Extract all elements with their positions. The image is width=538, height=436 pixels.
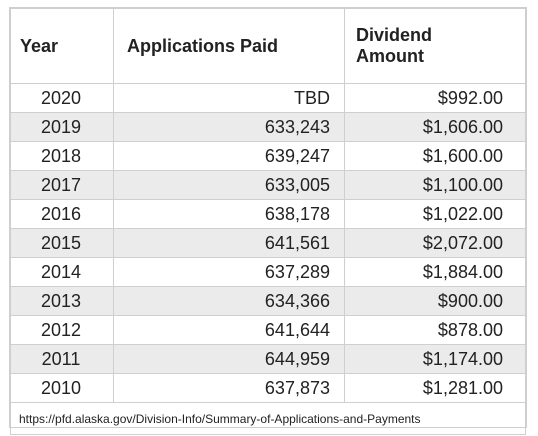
table-body: 2020 TBD $992.00 2019 633,243 $1,606.00 2018 63…: [10, 83, 526, 403]
cell-applications-paid: 644,959: [113, 344, 345, 374]
cell-applications-paid: 637,873: [113, 373, 345, 403]
cell-applications-paid: 633,005: [113, 170, 345, 200]
table-row: 2013 634,366 $900.00: [10, 286, 526, 316]
cell-year: 2015: [10, 228, 114, 258]
table-row: 2020 TBD $992.00: [10, 83, 526, 113]
header-dividend-line1: Dividend: [356, 25, 433, 45]
cell-dividend-amount: $878.00: [344, 315, 526, 345]
cell-year: 2013: [10, 286, 114, 316]
cell-year: 2016: [10, 199, 114, 229]
table-row: 2012 641,644 $878.00: [10, 315, 526, 345]
table-row: 2011 644,959 $1,174.00: [10, 344, 526, 374]
cell-dividend-amount: $1,281.00: [344, 373, 526, 403]
cell-year: 2014: [10, 257, 114, 287]
cell-dividend-amount: $900.00: [344, 286, 526, 316]
table-row: 2014 637,289 $1,884.00: [10, 257, 526, 287]
cell-year: 2017: [10, 170, 114, 200]
cell-applications-paid: 633,243: [113, 112, 345, 142]
cell-year: 2020: [10, 83, 114, 113]
cell-applications-paid: 641,644: [113, 315, 345, 345]
cell-dividend-amount: $1,022.00: [344, 199, 526, 229]
table-row: 2017 633,005 $1,100.00: [10, 170, 526, 200]
table-row: 2016 638,178 $1,022.00: [10, 199, 526, 229]
source-url[interactable]: https://pfd.alaska.gov/Division-Info/Sum…: [10, 402, 526, 435]
cell-dividend-amount: $992.00: [344, 83, 526, 113]
cell-applications-paid: TBD: [113, 83, 345, 113]
source-row: https://pfd.alaska.gov/Division-Info/Sum…: [10, 402, 526, 435]
cell-applications-paid: 634,366: [113, 286, 345, 316]
header-dividend-amount: Dividend Amount: [344, 8, 526, 84]
cell-dividend-amount: $1,884.00: [344, 257, 526, 287]
header-row: Year Applications Paid Dividend Amount: [10, 8, 526, 84]
header-year: Year: [10, 8, 114, 84]
cell-year: 2019: [10, 112, 114, 142]
cell-dividend-amount: $1,174.00: [344, 344, 526, 374]
cell-applications-paid: 639,247: [113, 141, 345, 171]
cell-dividend-amount: $2,072.00: [344, 228, 526, 258]
cell-dividend-amount: $1,606.00: [344, 112, 526, 142]
cell-applications-paid: 638,178: [113, 199, 345, 229]
dividend-table-frame: Year Applications Paid Dividend Amount 20…: [9, 7, 527, 435]
cell-year: 2011: [10, 344, 114, 374]
cell-dividend-amount: $1,600.00: [344, 141, 526, 171]
cell-year: 2010: [10, 373, 114, 403]
table-row: 2010 637,873 $1,281.00: [10, 373, 526, 403]
table-row: 2018 639,247 $1,600.00: [10, 141, 526, 171]
table-row: 2015 641,561 $2,072.00: [10, 228, 526, 258]
header-dividend-line2: Amount: [356, 46, 424, 66]
cell-year: 2018: [10, 141, 114, 171]
table-row: 2019 633,243 $1,606.00: [10, 112, 526, 142]
cell-applications-paid: 637,289: [113, 257, 345, 287]
cell-year: 2012: [10, 315, 114, 345]
cell-applications-paid: 641,561: [113, 228, 345, 258]
dividend-table: Year Applications Paid Dividend Amount 20…: [10, 8, 526, 435]
cell-dividend-amount: $1,100.00: [344, 170, 526, 200]
header-applications-paid: Applications Paid: [113, 8, 345, 84]
